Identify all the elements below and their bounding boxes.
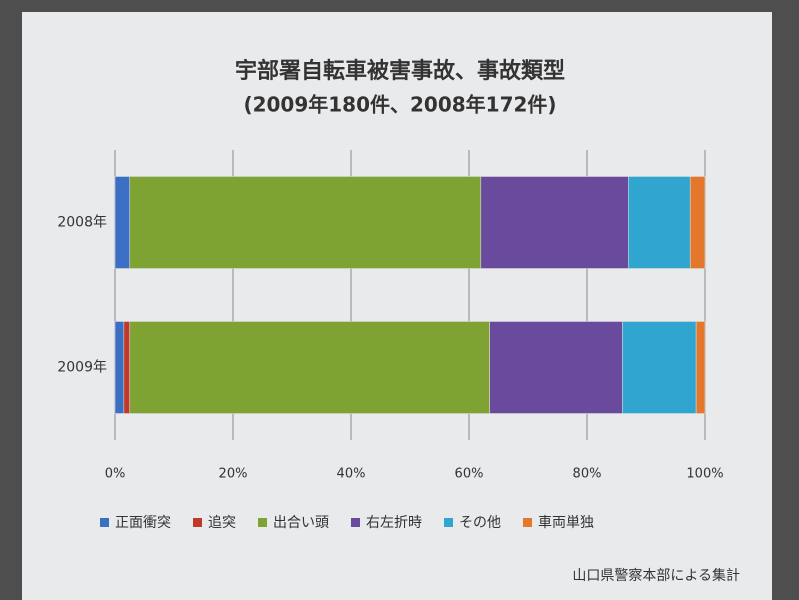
legend-swatch bbox=[100, 518, 109, 527]
bar-segment bbox=[480, 176, 629, 269]
legend-swatch bbox=[258, 518, 267, 527]
x-tick-label: 40% bbox=[337, 467, 366, 482]
legend-label: その他 bbox=[459, 515, 501, 531]
chart-subtitle: (2009年180件、2008年172件) bbox=[243, 93, 556, 117]
chart-title: 宇部署自転車被害事故、事故類型 bbox=[235, 58, 565, 84]
legend-label: 出合い頭 bbox=[273, 515, 329, 531]
bar-segment bbox=[129, 176, 482, 269]
bar-segment bbox=[622, 321, 697, 414]
x-tick-label: 0% bbox=[105, 467, 126, 482]
x-tick-label: 100% bbox=[686, 467, 723, 482]
y-tick-label: 2009年 bbox=[57, 360, 107, 376]
legend-label: 車両単独 bbox=[538, 514, 594, 531]
bar-segment bbox=[129, 321, 490, 414]
legend-swatch bbox=[351, 518, 360, 527]
bar-segment bbox=[689, 176, 706, 269]
y-tick-label: 2008年 bbox=[57, 215, 107, 231]
legend-swatch bbox=[523, 518, 532, 527]
bar-segment bbox=[123, 321, 131, 414]
legend-swatch bbox=[193, 518, 202, 527]
bar-segment bbox=[489, 321, 623, 414]
bar-segment bbox=[695, 321, 706, 414]
legend-swatch bbox=[444, 518, 453, 527]
source-note: 山口県警察本部による集計 bbox=[572, 567, 740, 584]
bar-segment bbox=[627, 176, 691, 269]
x-tick-label: 80% bbox=[573, 467, 602, 482]
x-tick-label: 60% bbox=[455, 467, 484, 482]
legend-label: 右左折時 bbox=[366, 515, 422, 531]
x-tick-label: 20% bbox=[219, 467, 248, 482]
bar-segment bbox=[114, 321, 125, 414]
slide bbox=[22, 12, 772, 600]
legend-label: 正面衝突 bbox=[115, 515, 171, 531]
bar-segment bbox=[114, 176, 131, 269]
legend-label: 追突 bbox=[208, 515, 236, 531]
